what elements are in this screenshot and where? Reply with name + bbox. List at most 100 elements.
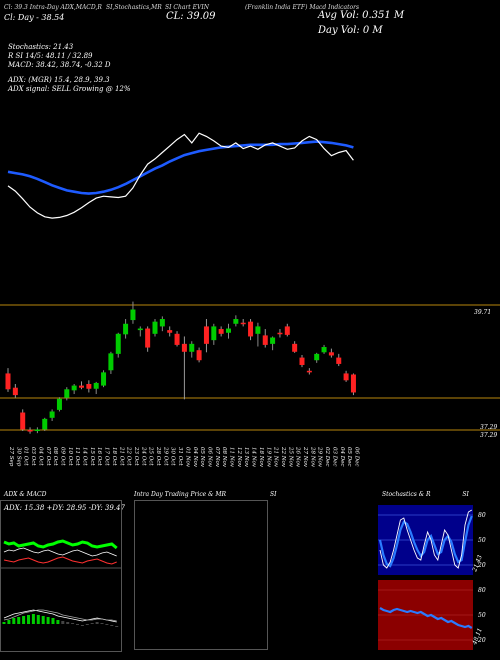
date-tick-label: 18 Oct	[111, 447, 117, 466]
date-tick-label: 29 Oct	[162, 446, 168, 466]
candle-body	[196, 350, 202, 361]
candle-body	[248, 321, 254, 337]
date-tick-label: 05 Nov	[199, 447, 205, 468]
date-tick-label: 31 Oct	[177, 447, 183, 466]
header-tab-3[interactable]: SI Chart EVIN	[165, 4, 209, 11]
date-tick-label: 27 Nov	[302, 446, 308, 468]
candle-body	[167, 330, 173, 333]
candle-body	[299, 357, 305, 365]
main-price-chart: 27 Sep 30 Sep 01 Oct 03 Oct 04 Oct 07 Oct 08 O…	[0, 132, 500, 468]
date-tick-label: 13 Nov	[243, 447, 249, 468]
macd-histogram-bar	[76, 624, 79, 625]
candle-body	[12, 387, 18, 396]
macd-histogram-bar	[95, 622, 99, 624]
date-tick-label: 01 Nov	[184, 447, 190, 468]
intraday-panel-title: Intra Day Trading Price & MR SI	[134, 491, 276, 498]
candle-body	[226, 328, 231, 333]
candle-body	[284, 326, 290, 335]
candle-body	[270, 337, 276, 344]
candle-body	[211, 326, 217, 341]
header-tab-4[interactable]: (Franklin India ETF) Macd Indicators	[245, 4, 359, 11]
rsi-line	[379, 607, 473, 629]
macd-histogram-bar	[85, 624, 89, 625]
macd-histogram-bar	[22, 616, 26, 624]
header-tab-1[interactable]: Cl: 39.3 Intra-Day ADX,MACD,R	[4, 4, 102, 11]
candle-body	[240, 322, 246, 325]
date-tick-label: 19 Nov	[265, 447, 271, 468]
stoch-title-text-2: SI	[462, 491, 469, 498]
avg-vol: Avg Vol: 0.351 M	[318, 10, 405, 21]
candle-body	[321, 347, 327, 353]
candle-body	[181, 343, 187, 352]
macd-histogram-bar	[56, 620, 60, 624]
macd-histogram-bar	[100, 623, 104, 624]
macd-line	[3, 609, 117, 623]
candle-body	[159, 319, 165, 327]
date-tick-label: 28 Nov	[309, 446, 315, 468]
macd-histogram-bar	[110, 625, 114, 626]
candle-body	[130, 309, 136, 321]
rsi-tick-label: 80	[478, 587, 486, 594]
rsi-tick-label: 50	[478, 612, 486, 619]
date-tick-label: 01 Oct	[23, 447, 29, 466]
macd-signal-line	[3, 609, 117, 622]
macd-histogram-bar	[41, 616, 45, 624]
date-tick-label: 08 Oct	[52, 447, 58, 466]
candle-body	[306, 370, 312, 373]
date-tick-label: 03 Dec	[331, 447, 337, 467]
adx-line	[3, 547, 117, 557]
adx-minus-di-line	[3, 556, 117, 565]
date-tick-label: 26 Nov	[295, 446, 301, 468]
date-tick-label: 27 Sep	[8, 446, 14, 467]
header-tab-2[interactable]: SI,Stochastics,MR	[106, 4, 162, 11]
candle-body	[93, 382, 99, 389]
date-tick-label: 05 Dec	[346, 447, 352, 467]
date-tick-label: 07 Nov	[214, 447, 220, 468]
header-tab-2-label: SI,Stochastics,MR	[106, 4, 162, 11]
macd-histogram-bar	[2, 622, 6, 624]
date-tick-label: 28 Oct	[155, 446, 161, 466]
macd-histogram-bar	[36, 615, 40, 624]
date-tick-label: 30 Oct	[170, 447, 176, 466]
date-tick-label: 10 Oct	[67, 447, 73, 466]
macd-histogram-bar	[66, 622, 70, 624]
date-tick-label: 04 Nov	[192, 447, 198, 468]
candle-body	[101, 372, 107, 386]
candle-body	[314, 353, 320, 361]
candle-body	[64, 389, 70, 398]
date-tick-label: 14 Nov	[251, 447, 257, 468]
indicator-adx: ADX: (MGR) 15.4, 28.9, 39.3	[8, 76, 110, 84]
adx-panel-values: ADX: 15.38 +DY: 28.95 -DY: 39.47	[4, 504, 125, 512]
macd-histogram-bar	[61, 621, 65, 624]
candle-body	[233, 319, 239, 324]
macd-histogram-bar	[105, 624, 109, 625]
macd-histogram-bar	[51, 618, 55, 624]
candle-body	[56, 398, 62, 410]
adx-panel-title: ADX & MACD	[4, 491, 47, 498]
price-label-bottom-2: 37.29	[480, 432, 498, 439]
stoch-d-line	[378, 515, 473, 568]
macd-histogram-bar	[115, 626, 119, 627]
date-tick-label: 22 Oct	[126, 446, 132, 466]
date-tick-label: 04 Dec	[339, 447, 345, 467]
candle-body	[218, 329, 224, 334]
adx-plus-di-line	[3, 539, 118, 550]
date-tick-label: 17 Oct	[104, 447, 110, 466]
macd-histogram-bar	[71, 623, 75, 624]
date-tick-label: 06 Nov	[206, 447, 212, 468]
candle-body	[137, 328, 143, 331]
candle-body	[71, 385, 77, 391]
macd-histogram-bar	[7, 620, 11, 624]
header-tab-4-label: (Franklin India ETF) Macd Indicators	[245, 4, 360, 11]
candle-body	[108, 353, 114, 371]
date-tick-label: 07 Oct	[45, 447, 51, 466]
candle-body	[262, 335, 268, 345]
stoch-k-line	[379, 509, 473, 569]
macd-histogram-bar	[80, 625, 84, 626]
date-tick-label: 30 Sep	[15, 447, 21, 467]
candle-body	[34, 429, 40, 432]
date-tick-label: 03 Oct	[30, 447, 36, 466]
adx-panel-frame	[0, 500, 122, 652]
candle-body	[292, 343, 298, 352]
